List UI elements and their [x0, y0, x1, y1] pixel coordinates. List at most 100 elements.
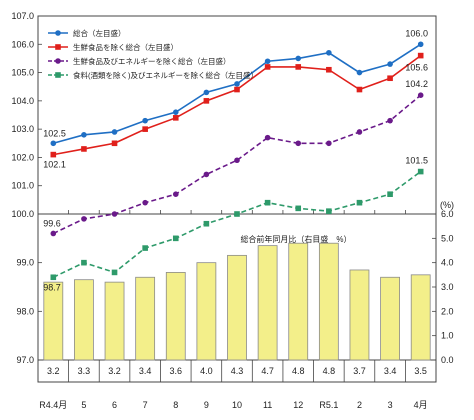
bar-value-label: 3.2 [47, 366, 60, 376]
data-point [50, 151, 57, 158]
data-point [356, 69, 363, 76]
data-point [234, 211, 240, 217]
left-tick-label: 99.0 [16, 258, 34, 268]
right-tick-label: 5.0 [441, 233, 454, 243]
data-point [203, 89, 210, 96]
legend-label: 生鮮食品を除く総合（左目盛） [73, 42, 178, 52]
left-tick-label: 104.0 [11, 96, 34, 106]
data-point [387, 191, 393, 197]
category-label: 12 [293, 400, 303, 410]
endpoint-value-label: 102.5 [43, 128, 66, 138]
labels-layer: 3.2 3.3 3.2 3.4 3.6 4.0 4.3 4.7 4.8 4.8 3.7 3.4 3.5 総… [43, 28, 428, 376]
left-tick-label: 103.0 [11, 124, 34, 134]
legend-label: 生鮮食品及びエネルギーを除く総合（左目盛） [73, 56, 231, 66]
data-point [172, 115, 179, 121]
data-point [172, 235, 179, 242]
data-point [234, 157, 240, 164]
data-point [172, 191, 179, 197]
data-point [295, 64, 302, 70]
data-point [295, 140, 302, 147]
bar-value-label: 3.3 [78, 366, 91, 376]
legend-label: 総合（左目盛） [73, 28, 126, 38]
right-axis-unit: (%) [440, 200, 454, 210]
endpoint-value-label: 105.6 [405, 63, 428, 73]
data-point [203, 98, 210, 104]
data-point [295, 205, 302, 212]
bar [227, 254, 247, 361]
right-tick-label: 2.0 [441, 306, 454, 316]
bar-value-label: 3.4 [139, 366, 152, 376]
bar-value-label: 4.7 [261, 366, 274, 376]
data-point [203, 220, 210, 227]
category-label: 9 [204, 400, 209, 410]
data-point [417, 168, 424, 175]
legend-marker [55, 30, 61, 36]
category-label: 7 [143, 400, 148, 410]
left-tick-label: 100.0 [11, 209, 34, 219]
endpoint-value-label: 102.1 [43, 160, 66, 170]
data-point [295, 55, 302, 62]
bar-value-label: 4.3 [231, 366, 244, 376]
data-point [356, 86, 363, 93]
legend-layer: 総合（左目盛） 生鮮食品を除く総合（左目盛） 生鮮食品及びエネルギーを除く総合（左目… [48, 28, 258, 80]
category-label: 3 [388, 400, 393, 410]
category-label: 4月 [414, 400, 428, 410]
data-point [81, 146, 87, 152]
data-point [234, 86, 240, 93]
data-point [111, 129, 118, 135]
data-point [142, 199, 148, 206]
data-point [50, 274, 57, 281]
bar [43, 281, 64, 361]
bar-value-label: 4.8 [323, 366, 336, 376]
bar-value-label: 3.5 [414, 366, 427, 376]
bars-layer [43, 242, 431, 361]
data-point [234, 81, 240, 87]
endpoint-value-label: 99.6 [43, 218, 61, 228]
left-tick-label: 105.0 [11, 68, 34, 78]
data-point [326, 208, 332, 214]
bar [410, 274, 431, 361]
bar [318, 242, 339, 361]
data-point [142, 126, 148, 132]
lines-layer [50, 41, 424, 281]
bar [104, 281, 125, 361]
data-point [142, 245, 148, 251]
data-point [387, 75, 393, 82]
bar [380, 276, 400, 361]
data-point [142, 117, 148, 124]
data-point [203, 171, 210, 178]
bar [165, 271, 186, 361]
data-point [387, 61, 393, 67]
data-point [417, 52, 424, 59]
data-point [81, 259, 87, 266]
bar-value-label: 3.6 [170, 366, 183, 376]
data-point [50, 140, 57, 147]
data-point [326, 140, 332, 147]
endpoint-value-label: 104.2 [405, 79, 428, 89]
data-point [111, 211, 118, 217]
data-point [387, 117, 393, 124]
category-label: R4.4月 [39, 400, 67, 410]
legend-label: 食料(酒類を除く)及びエネルギーを除く総合（左目盛） [73, 70, 258, 80]
right-tick-label: 4.0 [441, 258, 454, 268]
bar [288, 242, 309, 361]
left-tick-label: 106.0 [11, 39, 34, 49]
bar [349, 269, 370, 361]
data-point [81, 132, 87, 138]
category-label: R5.1 [319, 400, 338, 410]
data-point [81, 216, 87, 222]
left-tick-label: 102.0 [11, 152, 34, 162]
data-point [111, 140, 118, 147]
data-point [264, 134, 271, 141]
right-tick-label: 3.0 [441, 282, 454, 292]
bar-value-label: 3.4 [384, 366, 397, 376]
data-point [111, 269, 118, 276]
category-label: 10 [232, 400, 242, 410]
bar-value-label: 3.7 [353, 366, 366, 376]
bar-value-label: 4.0 [200, 366, 213, 376]
right-tick-label: 0.0 [441, 355, 454, 365]
data-point [417, 92, 424, 98]
data-point [264, 64, 271, 70]
left-tick-label: 97.0 [16, 355, 34, 365]
endpoint-value-label: 98.7 [43, 282, 61, 292]
